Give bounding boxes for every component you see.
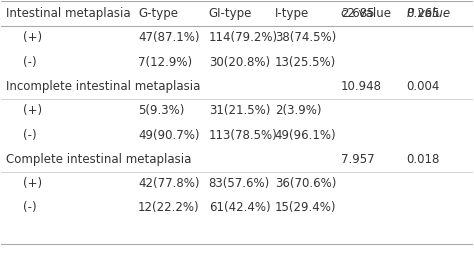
Text: I-type: I-type xyxy=(275,7,309,20)
Text: (+): (+) xyxy=(23,104,42,117)
Text: 83(57.6%): 83(57.6%) xyxy=(209,177,270,190)
Text: (+): (+) xyxy=(23,177,42,190)
Text: 7(12.9%): 7(12.9%) xyxy=(138,56,192,69)
Text: 0.004: 0.004 xyxy=(407,80,440,93)
Text: 2(3.9%): 2(3.9%) xyxy=(275,104,321,117)
Text: Complete intestinal metaplasia: Complete intestinal metaplasia xyxy=(6,153,191,166)
Text: 47(87.1%): 47(87.1%) xyxy=(138,31,200,44)
Text: 10.948: 10.948 xyxy=(341,80,382,93)
Text: c2 value: c2 value xyxy=(341,7,391,20)
Text: (-): (-) xyxy=(23,201,36,214)
Text: 31(21.5%): 31(21.5%) xyxy=(209,104,270,117)
Text: 49(96.1%): 49(96.1%) xyxy=(275,128,337,142)
Text: 61(42.4%): 61(42.4%) xyxy=(209,201,270,214)
Text: (+): (+) xyxy=(23,31,42,44)
Text: 13(25.5%): 13(25.5%) xyxy=(275,56,336,69)
Text: 5(9.3%): 5(9.3%) xyxy=(138,104,184,117)
Text: 36(70.6%): 36(70.6%) xyxy=(275,177,336,190)
Text: 7.957: 7.957 xyxy=(341,153,374,166)
Text: 113(78.5%): 113(78.5%) xyxy=(209,128,277,142)
Text: 2.685: 2.685 xyxy=(341,7,374,20)
Text: Intestinal metaplasia: Intestinal metaplasia xyxy=(6,7,131,20)
Text: G-type: G-type xyxy=(138,7,178,20)
Text: GI-type: GI-type xyxy=(209,7,252,20)
Text: 12(22.2%): 12(22.2%) xyxy=(138,201,200,214)
Text: Incomplete intestinal metaplasia: Incomplete intestinal metaplasia xyxy=(6,80,201,93)
Text: 114(79.2%): 114(79.2%) xyxy=(209,31,278,44)
Text: 0.265: 0.265 xyxy=(407,7,440,20)
Text: 49(90.7%): 49(90.7%) xyxy=(138,128,200,142)
Text: (-): (-) xyxy=(23,56,36,69)
Text: (-): (-) xyxy=(23,128,36,142)
Text: 0.018: 0.018 xyxy=(407,153,440,166)
Text: 15(29.4%): 15(29.4%) xyxy=(275,201,336,214)
Text: 30(20.8%): 30(20.8%) xyxy=(209,56,270,69)
Text: P value: P value xyxy=(407,7,450,20)
Text: 38(74.5%): 38(74.5%) xyxy=(275,31,336,44)
Text: 42(77.8%): 42(77.8%) xyxy=(138,177,200,190)
